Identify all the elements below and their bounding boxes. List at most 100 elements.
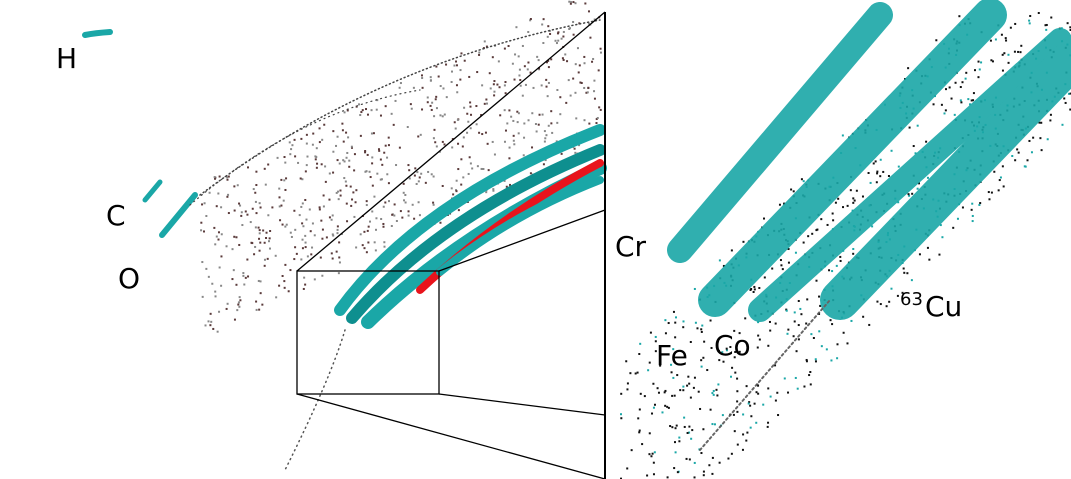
noise-dot	[771, 267, 774, 270]
noise-dot	[574, 2, 577, 5]
noise-dot	[435, 107, 438, 110]
noise-dot	[231, 278, 234, 281]
noise-dot	[395, 164, 398, 167]
noise-dot	[266, 257, 269, 260]
noise-dot	[649, 331, 652, 334]
noise-dot	[583, 86, 586, 89]
noise-dot	[426, 96, 429, 99]
noise-dot	[568, 0, 571, 3]
noise-dot	[478, 53, 481, 56]
noise-dot	[673, 394, 676, 397]
noise-dot	[313, 278, 316, 281]
noise-dot	[686, 384, 689, 387]
noise-dot	[555, 140, 558, 143]
noise-dot	[311, 143, 314, 146]
noise-dot	[290, 235, 293, 238]
noise-dot	[294, 228, 297, 231]
noise-dot	[547, 66, 550, 69]
noise-dot	[545, 78, 548, 81]
noise-dot	[481, 133, 484, 136]
noise-dot	[1009, 26, 1012, 29]
zoom	[296, 11, 606, 479]
noise-dot	[485, 45, 488, 48]
noise-dot	[451, 138, 454, 141]
noise-dot	[414, 167, 417, 170]
noise-dot	[439, 221, 442, 224]
noise-dot	[952, 226, 955, 229]
noise-dot	[265, 231, 268, 234]
noise-dot	[338, 162, 341, 165]
noise-dot	[288, 141, 291, 144]
noise-dot	[522, 154, 525, 157]
noise-dot	[583, 55, 586, 58]
noise-dot	[503, 109, 506, 112]
noise-dot	[802, 241, 805, 244]
noise-dot	[367, 241, 370, 244]
noise-dot	[774, 399, 777, 402]
label: C	[106, 199, 126, 232]
noise-dot	[652, 382, 655, 385]
noise-dot	[766, 425, 769, 428]
noise-dot	[380, 178, 383, 181]
noise-dot	[301, 238, 304, 241]
noise-dot	[702, 356, 705, 359]
noise-dot	[1000, 33, 1003, 36]
noise-dot	[597, 69, 600, 72]
noise-dot	[387, 136, 390, 139]
noise-dot	[305, 133, 308, 136]
noise-dot	[259, 292, 262, 295]
noise-dot	[322, 205, 325, 208]
noise-dot	[409, 103, 412, 106]
noise-dot	[335, 250, 338, 253]
noise-dot	[887, 174, 890, 177]
noise-dot	[417, 180, 420, 183]
noise-dot	[236, 309, 239, 312]
noise-dot	[201, 295, 204, 298]
noise-dot	[731, 366, 734, 369]
noise-dot	[354, 201, 357, 204]
noise-dot	[419, 133, 422, 136]
noise-dot	[290, 148, 293, 151]
noise-dot	[831, 270, 834, 273]
noise-dot	[328, 198, 331, 201]
noise-dot	[762, 403, 765, 406]
noise-dot	[725, 349, 728, 352]
noise-dot	[238, 243, 241, 246]
noise-dot	[967, 98, 970, 101]
noise-dot	[811, 232, 814, 235]
noise-dot	[471, 167, 474, 170]
noise-dot	[1040, 149, 1043, 152]
noise-dot	[336, 225, 339, 228]
noise-dot	[730, 249, 733, 252]
noise-dot	[787, 328, 790, 331]
noise-dot	[706, 369, 709, 372]
noise-dot	[271, 206, 274, 209]
noise-dot	[849, 189, 852, 192]
noise-dot	[321, 138, 324, 141]
noise-dot	[734, 371, 737, 374]
noise-dot	[455, 84, 458, 87]
noise-dot	[578, 64, 581, 67]
noise-dot	[300, 205, 303, 208]
noise-dot	[969, 103, 972, 106]
noise-dot	[399, 210, 402, 213]
noise-dot	[395, 219, 398, 222]
noise-dot	[418, 176, 421, 179]
noise-dot	[911, 192, 914, 195]
noise-dot	[348, 165, 351, 168]
noise-dot	[366, 229, 369, 232]
noise-dot	[404, 193, 407, 196]
noise-dot	[559, 113, 562, 116]
noise-dot	[416, 171, 419, 174]
noise-dot	[928, 258, 931, 261]
faint-band	[199, 19, 601, 196]
noise-dot	[950, 97, 953, 100]
noise-dot	[906, 272, 909, 275]
noise-dot	[575, 117, 578, 120]
noise-dot	[504, 92, 507, 95]
noise-dot	[852, 201, 855, 204]
noise-dot	[492, 83, 495, 86]
noise-dot	[282, 199, 285, 202]
noise-dot	[750, 415, 753, 418]
noise-dot	[505, 185, 508, 188]
